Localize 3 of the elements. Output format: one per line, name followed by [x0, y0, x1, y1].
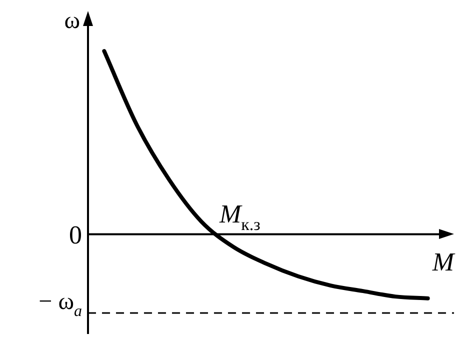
- x-axis-title: M: [431, 247, 456, 276]
- text: 0: [69, 220, 82, 250]
- y-axis-title: ω: [64, 8, 80, 34]
